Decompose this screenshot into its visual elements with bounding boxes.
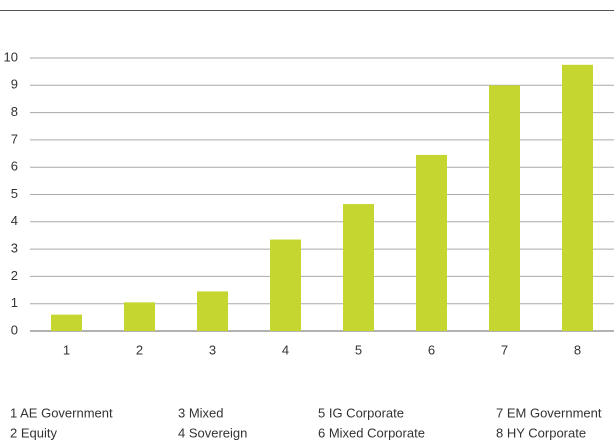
bar <box>343 204 374 331</box>
legend-note: 4 Sovereign <box>178 425 247 440</box>
bar <box>270 239 301 331</box>
bar <box>416 154 447 331</box>
legend-note: 1 AE Government <box>10 405 113 420</box>
legend-note: 6 Mixed Corporate <box>318 425 425 440</box>
bar <box>51 314 82 331</box>
legend-note: 2 Equity <box>10 425 57 440</box>
x-tick-label: 7 <box>501 342 508 357</box>
legend-note: 3 Mixed <box>178 405 224 420</box>
bar <box>489 85 520 331</box>
x-tick-label: 4 <box>282 342 289 357</box>
bar <box>562 64 593 331</box>
y-tick-label: 9 <box>11 77 18 92</box>
y-tick-label: 10 <box>4 49 18 64</box>
legend-note: 8 HY Corporate <box>496 425 586 440</box>
y-tick-label: 5 <box>11 186 18 201</box>
x-tick-label: 5 <box>355 342 362 357</box>
legend-note: 7 EM Government <box>496 405 602 420</box>
y-tick-label: 7 <box>11 131 18 146</box>
y-tick-label: 6 <box>11 159 18 174</box>
x-tick-label: 8 <box>574 342 581 357</box>
x-tick-label: 6 <box>428 342 435 357</box>
x-tick-label: 1 <box>63 342 70 357</box>
x-tick-label: 2 <box>136 342 143 357</box>
y-tick-label: 8 <box>11 104 18 119</box>
x-tick-label: 3 <box>209 342 216 357</box>
y-tick-label: 0 <box>11 322 18 337</box>
y-tick-label: 2 <box>11 268 18 283</box>
y-tick-label: 4 <box>11 213 18 228</box>
y-tick-label: 1 <box>11 295 18 310</box>
bar <box>197 291 228 331</box>
bar <box>124 302 155 331</box>
y-tick-label: 3 <box>11 241 18 256</box>
legend-note: 5 IG Corporate <box>318 405 404 420</box>
